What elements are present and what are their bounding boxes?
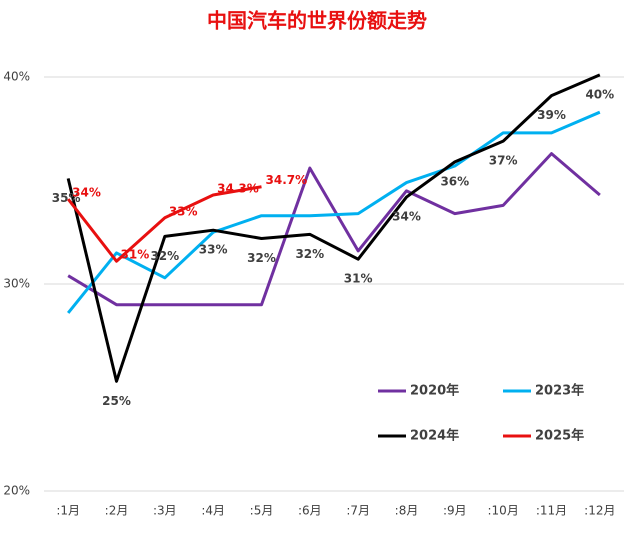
series-line bbox=[66, 73, 601, 383]
data-label: 34.3% bbox=[217, 181, 259, 195]
data-label: 32% bbox=[150, 249, 179, 263]
chart-title: 中国汽车的世界份额走势 bbox=[207, 9, 427, 33]
x-tick-label: :3月 bbox=[153, 504, 177, 518]
data-label: 33% bbox=[169, 204, 198, 218]
y-tick-label: 20% bbox=[3, 484, 30, 498]
x-tick-label: :4月 bbox=[201, 504, 225, 518]
series-line bbox=[67, 152, 601, 307]
data-label: 33% bbox=[199, 243, 228, 257]
x-tick-label: :12月 bbox=[584, 504, 615, 518]
data-label: 32% bbox=[247, 251, 276, 265]
x-tick-label: :7月 bbox=[346, 504, 370, 518]
series-line bbox=[66, 185, 262, 263]
y-tick-label: 40% bbox=[3, 70, 30, 84]
data-label: 37% bbox=[489, 154, 518, 168]
x-tick-label: :2月 bbox=[105, 504, 129, 518]
legend-label: 2020年 bbox=[410, 383, 459, 399]
data-label: 34.7% bbox=[266, 173, 308, 187]
data-label: 25% bbox=[102, 394, 131, 408]
x-tick-label: :5月 bbox=[250, 504, 274, 518]
x-tick-label: :10月 bbox=[488, 504, 519, 518]
data-label: 40% bbox=[585, 87, 614, 101]
data-label: 34% bbox=[72, 186, 101, 200]
data-label: 34% bbox=[392, 210, 421, 224]
x-tick-label: :11月 bbox=[536, 504, 567, 518]
y-tick-label: 30% bbox=[3, 277, 30, 291]
legend-label: 2025年 bbox=[535, 428, 584, 444]
x-tick-label: :8月 bbox=[395, 504, 419, 518]
legend-label: 2023年 bbox=[535, 383, 584, 399]
data-label: 36% bbox=[440, 174, 469, 188]
data-label: 31% bbox=[344, 272, 373, 286]
data-label: 39% bbox=[537, 108, 566, 122]
legend-label: 2024年 bbox=[410, 428, 459, 444]
x-tick-label: :1月 bbox=[56, 504, 80, 518]
x-tick-label: :9月 bbox=[443, 504, 467, 518]
data-label: 32% bbox=[295, 247, 324, 261]
x-tick-label: :6月 bbox=[298, 504, 322, 518]
data-label: 35% bbox=[52, 191, 81, 205]
data-label: 31% bbox=[121, 248, 150, 262]
